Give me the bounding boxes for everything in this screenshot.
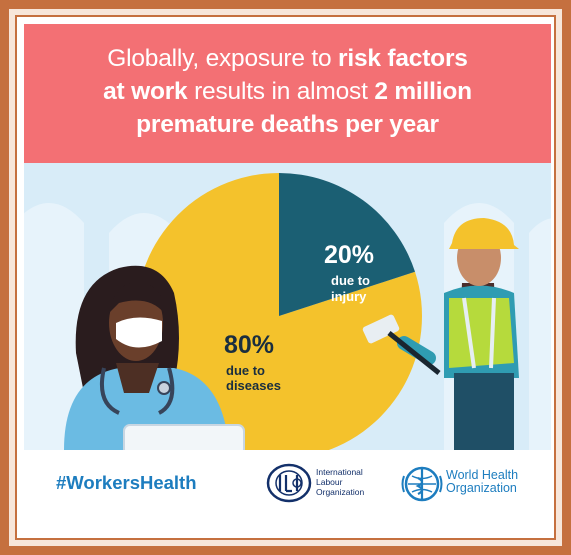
injury-label-line2: injury [331, 289, 367, 304]
diseases-label-line2: diseases [226, 378, 281, 393]
headline-text-1: Globally, exposure to [107, 45, 339, 72]
pie-slice-diseases [136, 173, 422, 450]
headline-bold-premature-deaths: premature deaths per year [136, 111, 439, 138]
pie-slice-injury [279, 173, 416, 316]
headline-bold-at-work: at work [103, 78, 188, 105]
ilo-emblem-icon [266, 463, 312, 503]
headline: Globally, exposure to risk factors at wo… [34, 42, 541, 141]
footer: #WorkersHealth International Labour Orga… [24, 450, 551, 525]
ilo-name-line3: Organization [316, 487, 365, 497]
infographic-card: Globally, exposure to risk factors at wo… [24, 24, 551, 525]
diseases-label-line1: due to [226, 363, 265, 378]
pie-chart [136, 173, 422, 450]
ilo-name-line1: International [316, 467, 363, 477]
ilo-name: International Labour Organization [316, 467, 364, 497]
worker-illustration [362, 218, 519, 450]
headline-bold-2-million: 2 million [374, 78, 472, 105]
diseases-percent-label: 80% [224, 331, 274, 359]
ilo-name-line2: Labour [316, 477, 343, 487]
who-name-line2: Organization [446, 481, 517, 495]
scene-svg: 20% due to injury 80% due to diseases [24, 173, 551, 450]
injury-percent-label: 20% [324, 241, 374, 269]
illustration-scene: 20% due to injury 80% due to diseases [24, 163, 551, 450]
headline-banner: Globally, exposure to risk factors at wo… [24, 24, 551, 163]
headline-bold-risk-factors: risk factors [338, 45, 468, 72]
headline-text-2: results in almost [187, 78, 375, 105]
who-name: World Health Organization [446, 469, 518, 495]
hashtag[interactable]: #WorkersHealth [56, 472, 197, 493]
nurse-illustration [64, 265, 245, 450]
who-name-line1: World Health [446, 468, 519, 482]
who-emblem-icon [401, 466, 443, 502]
injury-label-line1: due to [331, 273, 370, 288]
